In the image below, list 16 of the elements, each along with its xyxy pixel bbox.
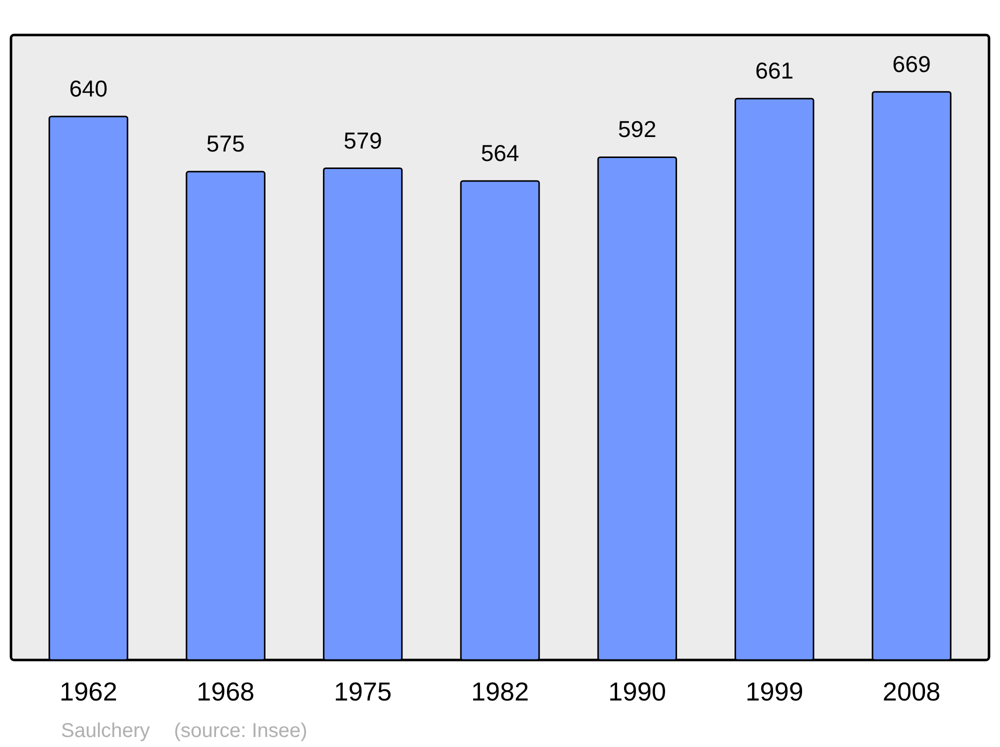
data-label: 579 bbox=[344, 127, 382, 154]
x-tick-label: 1990 bbox=[608, 676, 666, 706]
data-label: 575 bbox=[206, 130, 245, 157]
data-label: 592 bbox=[618, 116, 656, 142]
x-tick-label: 2008 bbox=[882, 676, 941, 706]
data-label: 669 bbox=[892, 50, 931, 77]
x-tick-label: 1999 bbox=[745, 676, 804, 706]
x-tick-label: 1982 bbox=[471, 676, 529, 706]
text: Saulchery bbox=[61, 720, 150, 742]
x-tick-label: 1975 bbox=[334, 676, 392, 706]
text: (source: Insee) bbox=[174, 720, 308, 742]
x-tick-label: 1968 bbox=[196, 676, 255, 706]
data-label: 661 bbox=[755, 58, 794, 84]
data-label: 564 bbox=[480, 140, 520, 166]
data-label: 640 bbox=[69, 75, 108, 102]
x-tick-label: 1962 bbox=[59, 676, 118, 706]
